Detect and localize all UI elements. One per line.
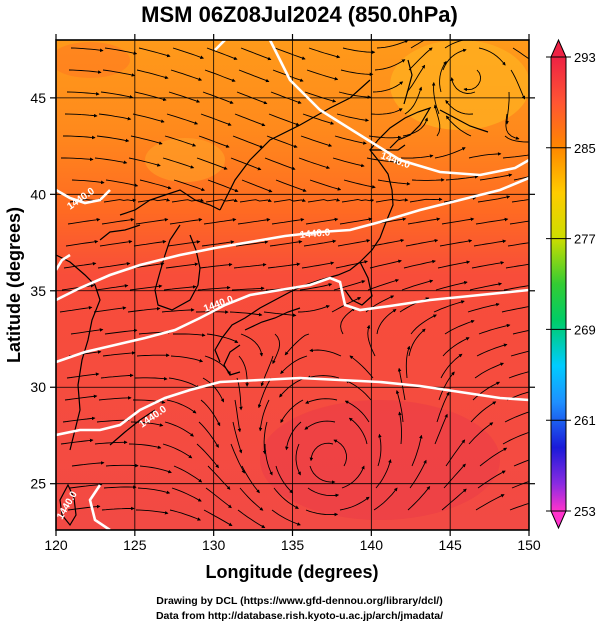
colorbar-tick-label: 277 — [574, 232, 596, 247]
x-tick-label: 130 — [202, 537, 226, 553]
x-tick-label: 135 — [281, 537, 305, 553]
x-axis-label: Longitude (degrees) — [205, 562, 378, 582]
x-tick-label: 140 — [360, 537, 384, 553]
footer-source: Data from http://database.rish.kyoto-u.a… — [155, 610, 444, 622]
colorbar-tick-label: 293 — [574, 50, 596, 65]
contour-label: 1440.0 — [299, 227, 331, 241]
y-axis-label: Latitude (degrees) — [4, 207, 24, 363]
x-tick-label: 145 — [438, 537, 462, 553]
temperature-field — [56, 40, 529, 530]
colorbar-tick-label: 269 — [574, 322, 596, 337]
wind-streamlines — [59, 40, 529, 528]
colorbar-tick-label: 285 — [574, 141, 596, 156]
height-contours — [56, 40, 529, 530]
y-tick-label: 30 — [30, 379, 46, 395]
y-tick-label: 25 — [30, 476, 46, 492]
x-tick-label: 150 — [517, 537, 541, 553]
y-tick-label: 45 — [30, 90, 46, 106]
x-axis: 120 125 130 135 140 145 150 — [44, 34, 541, 553]
y-axis: 25 30 35 40 45 — [30, 90, 535, 492]
colorbar: 293 285 277 269 261 253 — [546, 38, 596, 530]
y-tick-label: 40 — [30, 186, 46, 202]
x-tick-label: 120 — [44, 537, 68, 553]
colorbar-tick-label: 253 — [574, 504, 596, 519]
colorbar-tick-label: 261 — [574, 413, 596, 428]
footer-credit: Drawing by DCL (https://www.gfd-dennou.o… — [156, 595, 443, 607]
y-tick-label: 35 — [30, 283, 46, 299]
chart-title: MSM 06Z08Jul2024 (850.0hPa) — [141, 2, 458, 27]
x-tick-label: 125 — [123, 537, 147, 553]
